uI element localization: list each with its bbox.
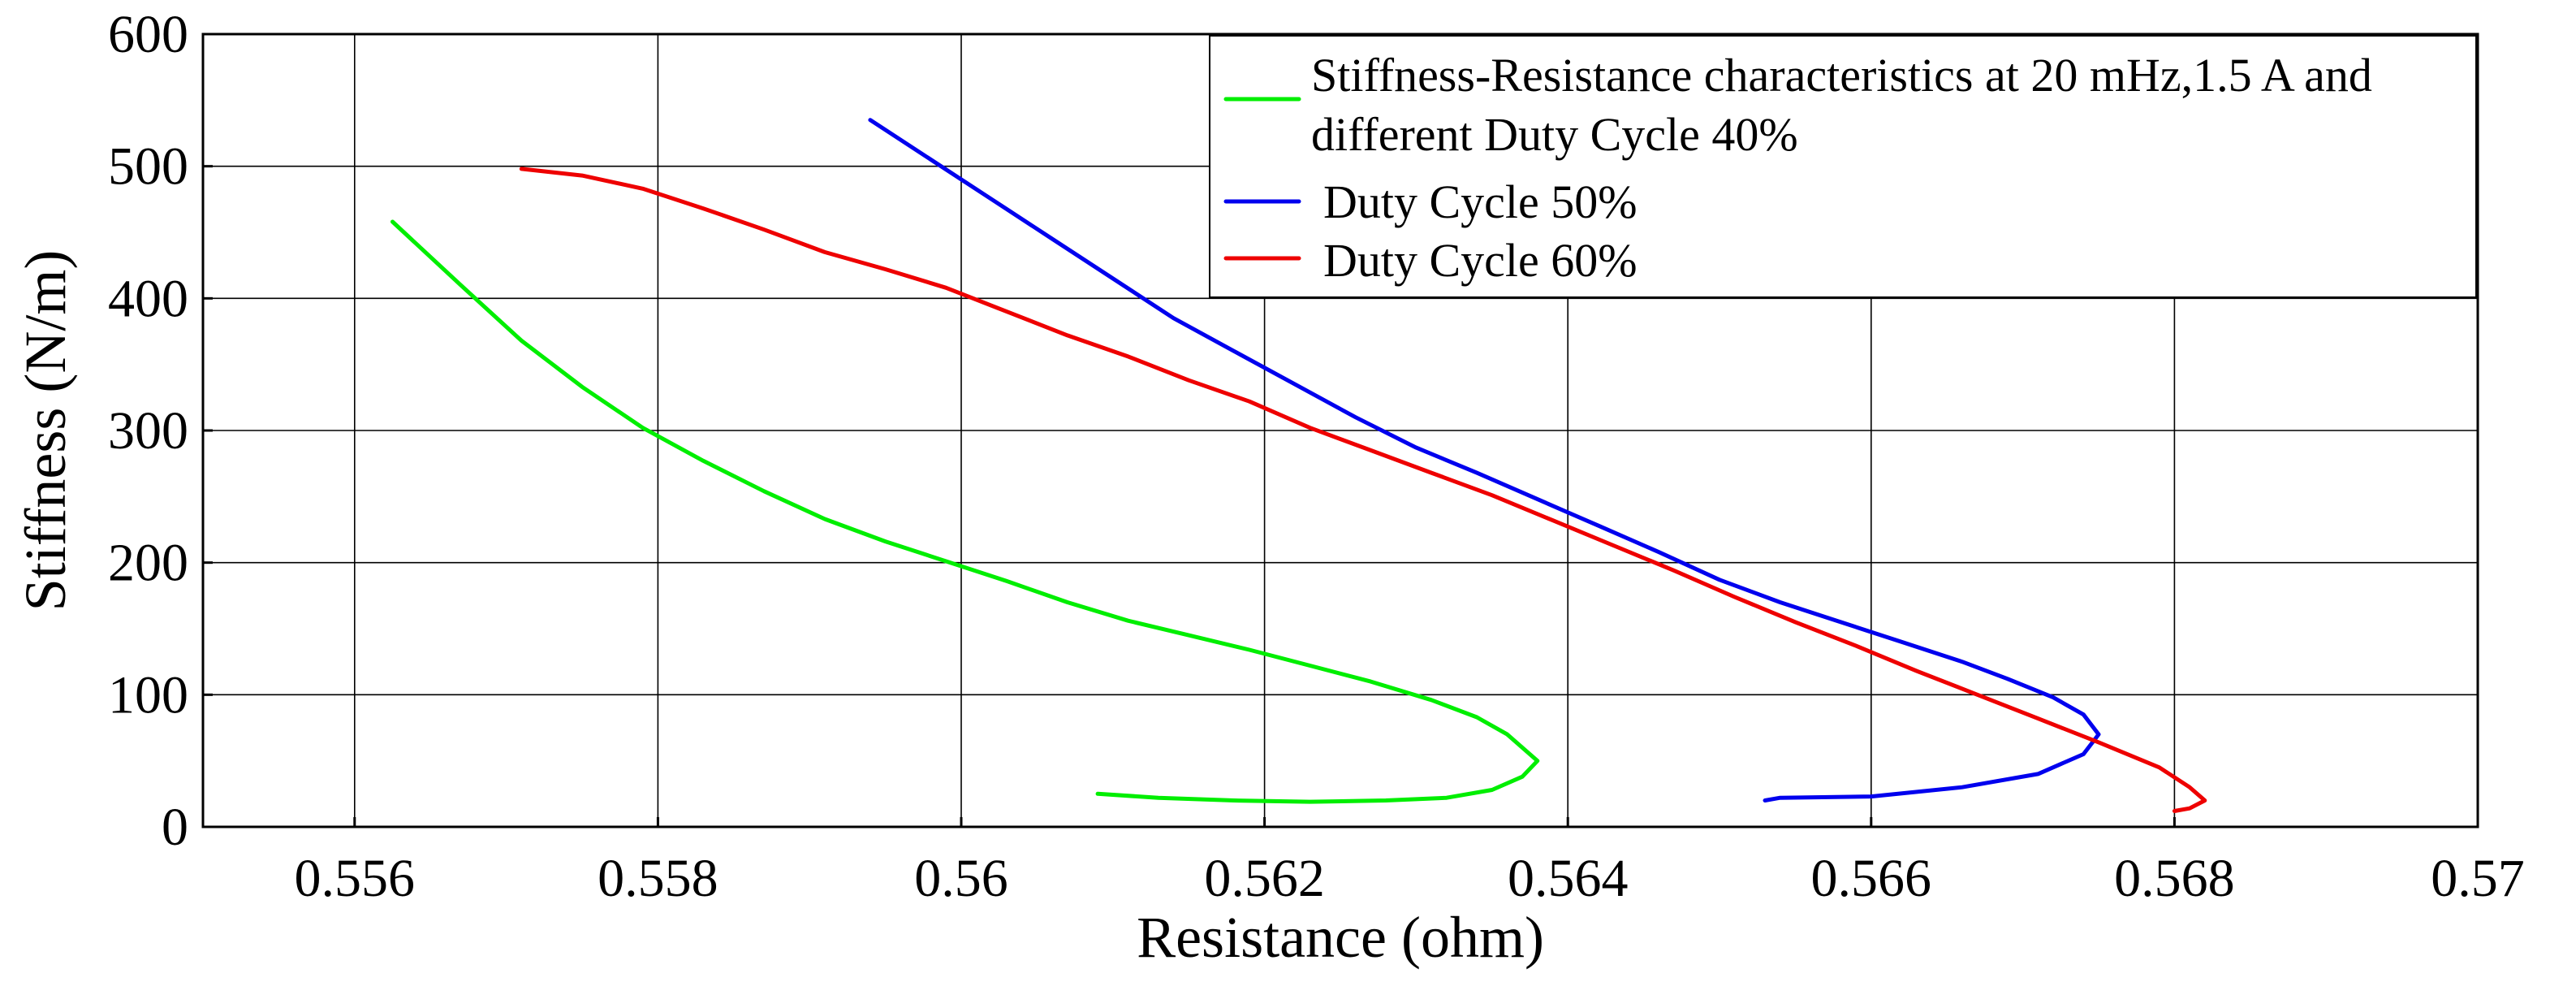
y-tick-label: 600: [108, 5, 188, 64]
y-tick-label: 400: [108, 269, 188, 328]
x-tick-label: 0.556: [295, 849, 416, 908]
legend-label-duty-cycle-60: Duty Cycle 60%: [1323, 234, 1638, 287]
tick-labels: 0.556 0.558 0.56 0.562 0.564 0.566 0.568 0.57 0 1…: [108, 5, 2525, 908]
y-tick-label: 100: [108, 665, 188, 725]
legend-box: [1209, 35, 2477, 298]
y-tick-label: 0: [162, 798, 188, 857]
series-line-duty-cycle-60: [519, 167, 2207, 813]
x-axis-title: Resistance (ohm): [1137, 905, 1544, 970]
x-tick-label: 0.566: [1811, 849, 1932, 908]
legend: Stiffness-Resistance characteristics at …: [1209, 35, 2477, 298]
x-tick-label: 0.57: [2431, 849, 2525, 908]
plot-series: [390, 118, 2207, 813]
x-tick-label: 0.568: [2114, 849, 2235, 908]
legend-label-duty-cycle-50: Duty Cycle 50%: [1323, 175, 1638, 228]
series-line-duty-cycle-50: [868, 118, 2101, 802]
x-tick-label: 0.558: [598, 849, 718, 908]
y-tick-label: 200: [108, 534, 188, 593]
y-axis-title: Stiffness (N/m): [13, 250, 78, 612]
y-tick-label: 500: [108, 137, 188, 197]
legend-label-duty-cycle-40-line-1: Stiffness-Resistance characteristics at …: [1311, 49, 2372, 102]
y-tick-label: 300: [108, 401, 188, 461]
x-tick-label: 0.564: [1508, 849, 1629, 908]
series-line-duty-cycle-40: [390, 219, 1540, 804]
x-tick-label: 0.56: [914, 849, 1008, 908]
x-tick-label: 0.562: [1204, 849, 1325, 908]
legend-label-duty-cycle-40-line-2: different Duty Cycle 40%: [1311, 108, 1798, 161]
